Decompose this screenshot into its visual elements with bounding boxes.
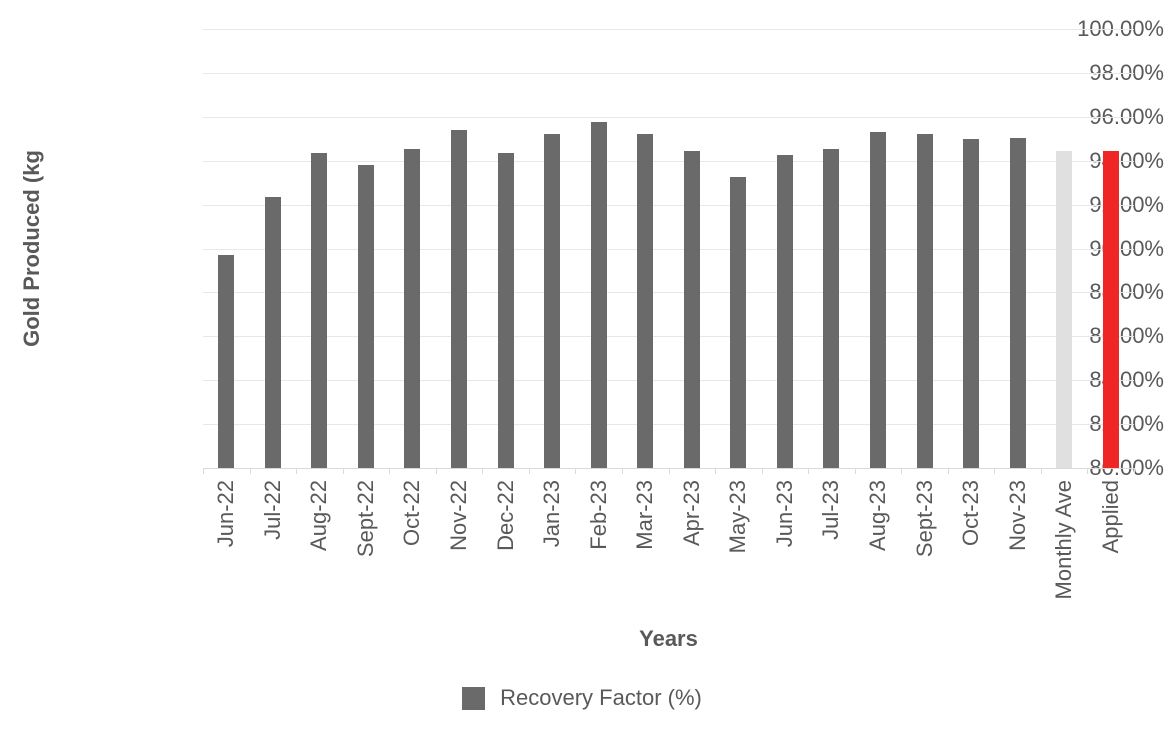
bar-feb-23: [590, 122, 607, 468]
category-tick: [203, 468, 204, 474]
category-tick: [621, 468, 623, 474]
bar-apr-23: [683, 150, 700, 468]
bar-dec-22: [497, 153, 514, 468]
bar-aug-22: [311, 153, 328, 468]
bar-mar-23: [637, 134, 654, 468]
y-axis-title: Gold Produced (kg: [19, 150, 44, 347]
bar-jul-23: [823, 148, 840, 468]
category-tick: [296, 468, 298, 474]
y-tick-label: 80.00%: [1089, 455, 1164, 480]
x-tick-label-dec-22: Dec-22: [492, 480, 518, 551]
x-tick-label-apr-23: Apr-23: [678, 480, 704, 547]
category-tick: [249, 468, 251, 474]
legend-swatch-icon: [462, 686, 486, 710]
x-tick-label-sept-23: Sept-23: [911, 480, 937, 558]
category-tick: [668, 468, 670, 474]
x-tick-label-nov-22: Nov-22: [446, 480, 472, 551]
gridline: [203, 204, 1134, 206]
gridline: [203, 292, 1134, 294]
x-tick-label-may-23: May-23: [725, 480, 751, 554]
category-tick: [947, 468, 949, 474]
gridline: [203, 160, 1134, 162]
category-tick: [528, 468, 530, 474]
y-tick-label: 100.00%: [1077, 16, 1164, 41]
y-tick-label: 92.00%: [1089, 191, 1164, 217]
bar-monthly-ave: [1056, 150, 1073, 468]
y-tick-label: 98.00%: [1089, 59, 1164, 85]
x-tick-label-aug-22: Aug-22: [306, 480, 332, 551]
x-tick-label-mar-23: Mar-23: [632, 480, 658, 550]
category-tick: [1040, 468, 1042, 474]
gridline: [203, 72, 1134, 74]
category-tick: [1134, 468, 1135, 474]
category-tick: [808, 468, 810, 474]
category-tick: [994, 468, 996, 474]
gridline: [203, 336, 1134, 338]
x-tick-label-jul-23: Jul-23: [818, 480, 844, 540]
gridline: [203, 380, 1134, 382]
x-tick-label-applied: Applied: [1097, 480, 1123, 554]
bar-may-23: [730, 177, 747, 468]
y-tick-label: 88.00%: [1089, 279, 1164, 305]
legend: Recovery Factor (%): [0, 685, 1164, 711]
x-tick-label-jun-23: Jun-23: [771, 480, 797, 548]
category-tick: [761, 468, 763, 474]
y-tick-label: 94.00%: [1089, 147, 1164, 173]
bar-sept-22: [357, 165, 374, 468]
gridline: [203, 424, 1134, 426]
bar-aug-23: [869, 132, 886, 468]
category-tick: [389, 468, 391, 474]
category-tick: [1087, 468, 1089, 474]
bar-nov-22: [451, 129, 468, 468]
bar-jun-22: [218, 255, 235, 468]
bar-applied: [1102, 150, 1119, 468]
y-tick-label: 84.00%: [1089, 367, 1164, 393]
x-tick-label-monthly-ave: Monthly Ave: [1051, 480, 1077, 600]
x-tick-label-jan-23: Jan-23: [539, 480, 565, 548]
x-tick-label-jun-22: Jun-22: [213, 480, 239, 548]
bar-oct-23: [963, 138, 980, 468]
category-tick: [715, 468, 717, 474]
category-tick: [342, 468, 344, 474]
bar-oct-22: [404, 148, 421, 468]
gridline: [203, 29, 1134, 30]
bar-jun-23: [776, 155, 793, 468]
gridline: [203, 116, 1134, 118]
category-tick: [482, 468, 484, 474]
category-tick: [575, 468, 577, 474]
bar-nov-23: [1009, 137, 1026, 468]
gridline: [203, 248, 1134, 250]
y-tick-label: 90.00%: [1089, 235, 1164, 261]
category-tick: [901, 468, 903, 474]
y-tick-label: 82.00%: [1089, 411, 1164, 437]
bar-sept-23: [916, 134, 933, 468]
x-tick-label-oct-22: Oct-22: [399, 480, 425, 547]
x-tick-label-aug-23: Aug-23: [864, 480, 890, 551]
x-tick-label-nov-23: Nov-23: [1004, 480, 1030, 551]
plot-area: [203, 29, 1135, 474]
category-tick: [435, 468, 437, 474]
y-tick-label: 86.00%: [1089, 323, 1164, 349]
x-axis-title: Years: [639, 626, 698, 651]
category-tick: [854, 468, 856, 474]
x-tick-label-oct-23: Oct-23: [958, 480, 984, 547]
x-tick-label-sept-22: Sept-22: [352, 480, 378, 558]
x-tick-label-jul-22: Jul-22: [259, 480, 285, 540]
legend-label: Recovery Factor (%): [500, 685, 702, 710]
bar-jan-23: [544, 134, 561, 468]
x-tick-label-feb-23: Feb-23: [585, 480, 611, 550]
bar-jul-22: [264, 196, 281, 468]
y-tick-label: 96.00%: [1089, 103, 1164, 129]
